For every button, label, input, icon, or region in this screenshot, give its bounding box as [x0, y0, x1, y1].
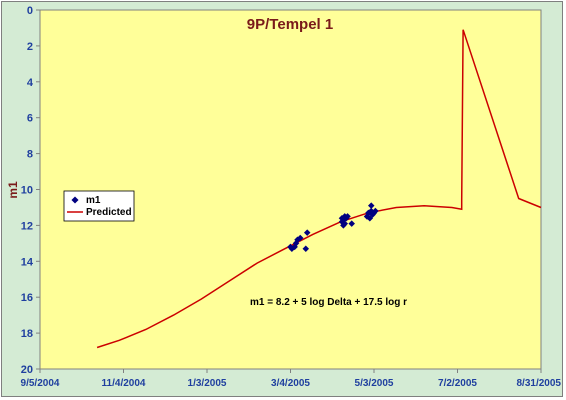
- y-axis-label: m1: [6, 181, 20, 199]
- x-tick-label: 11/4/2004: [102, 378, 146, 389]
- m1-data-point: [303, 229, 311, 236]
- m1-data-point: [367, 202, 375, 209]
- formula-annotation: m1 = 8.2 + 5 log Delta + 17.5 log r: [250, 297, 407, 308]
- chart-title: 9P/Tempel 1: [247, 16, 333, 33]
- x-tick-label: 3/4/2005: [271, 378, 310, 389]
- legend-predicted-label: Predicted: [86, 207, 132, 218]
- legend-box: [63, 190, 135, 222]
- x-tick-label: 8/31/2005: [517, 378, 562, 389]
- y-tick-label: 18: [21, 328, 33, 340]
- y-tick-label: 6: [27, 113, 33, 125]
- x-axis: 9/5/2004 11/4/2004 1/3/2005 3/4/2005 5/3/200…: [21, 369, 562, 389]
- m1-data-point: [344, 213, 351, 220]
- m1-data-point: [297, 234, 304, 242]
- m1-data-point: [372, 207, 379, 215]
- y-tick-label: 0: [27, 5, 33, 17]
- series-layer: [96, 29, 542, 349]
- legend-m1-label: m1: [86, 195, 101, 206]
- y-axis: 0 2 4 6 8 10 12 14 16 18 20: [21, 5, 40, 376]
- legend-m1-marker: [71, 196, 79, 204]
- legend: m1 Predicted: [63, 190, 135, 222]
- y-tick-label: 12: [21, 220, 33, 232]
- y-tick-label: 2: [27, 41, 33, 53]
- x-tick-label: 5/3/2005: [355, 378, 394, 389]
- x-tick-label: 1/3/2005: [188, 378, 227, 389]
- m1-data-point: [302, 245, 310, 252]
- y-tick-label: 16: [21, 292, 33, 304]
- y-tick-label: 20: [21, 364, 33, 376]
- x-tick-label: 7/2/2005: [438, 378, 477, 389]
- y-tick-label: 8: [27, 149, 33, 161]
- plot-area: [39, 9, 542, 370]
- y-tick-label: 14: [21, 256, 34, 268]
- m1-data-point: [348, 220, 355, 227]
- y-tick-label: 4: [27, 77, 34, 89]
- x-tick-label: 9/5/2004: [21, 378, 60, 389]
- y-tick-label: 10: [21, 185, 33, 197]
